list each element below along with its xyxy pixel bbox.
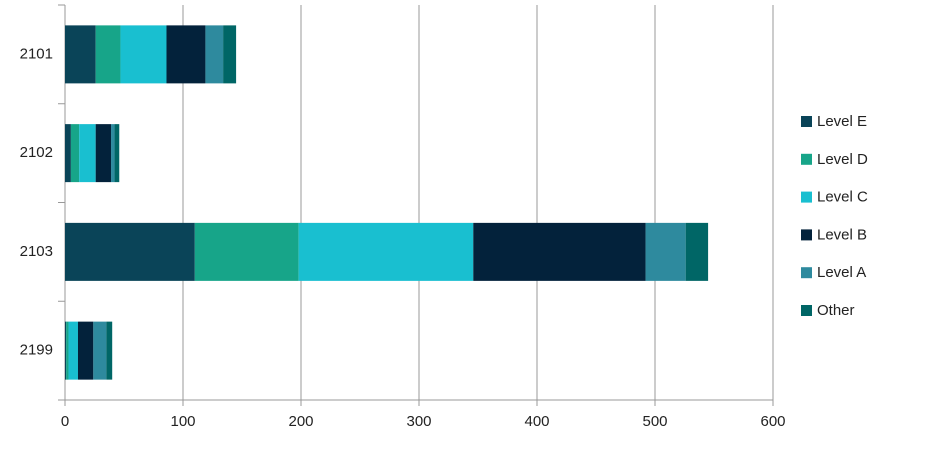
bar-segment — [205, 25, 224, 84]
bar-segment — [106, 321, 113, 380]
bar-segment — [120, 25, 167, 84]
legend-swatch — [801, 229, 812, 241]
bar-segment — [79, 124, 96, 183]
x-tick-label: 300 — [406, 413, 431, 430]
bar-segment — [166, 25, 206, 84]
bar-segment — [95, 124, 112, 183]
legend-label: Level E — [817, 113, 867, 130]
legend-label: Level A — [817, 264, 866, 281]
bar-segment — [77, 321, 94, 380]
bar-segment — [65, 124, 71, 183]
bar-segment — [114, 124, 120, 183]
legend-swatch — [801, 191, 812, 203]
bar-segment — [473, 222, 646, 281]
bar-segment — [70, 124, 80, 183]
y-tick-label: 2102 — [20, 144, 53, 161]
x-tick-label: 500 — [642, 413, 667, 430]
y-tick-label: 2199 — [20, 342, 53, 359]
x-tick-label: 200 — [288, 413, 313, 430]
legend-label: Level C — [817, 189, 868, 206]
x-tick-label: 0 — [61, 413, 69, 430]
bar-segment — [111, 124, 115, 183]
bar-segment — [65, 222, 195, 281]
bar-segment — [685, 222, 709, 281]
x-tick-label: 400 — [524, 413, 549, 430]
bar-segment — [194, 222, 299, 281]
bar-segment — [65, 25, 96, 84]
x-tick-label: 100 — [170, 413, 195, 430]
legend-label: Other — [817, 302, 855, 319]
legend-label: Level D — [817, 151, 868, 168]
legend-swatch — [801, 267, 812, 279]
bar-segment — [95, 25, 121, 84]
y-tick-label: 2103 — [20, 243, 53, 260]
bar-segment — [66, 321, 69, 380]
legend-label: Level B — [817, 226, 867, 243]
x-tick-label: 600 — [760, 413, 785, 430]
legend-swatch — [801, 116, 812, 127]
legend-swatch — [801, 153, 812, 165]
bar-segment — [65, 321, 67, 380]
bar-segment — [68, 321, 78, 380]
bar-segment — [93, 321, 107, 380]
bar-segment — [645, 222, 686, 281]
legend-swatch — [801, 305, 812, 316]
bar-segment — [223, 25, 237, 84]
y-tick-label: 2101 — [20, 45, 53, 62]
bar-segment — [298, 222, 474, 281]
